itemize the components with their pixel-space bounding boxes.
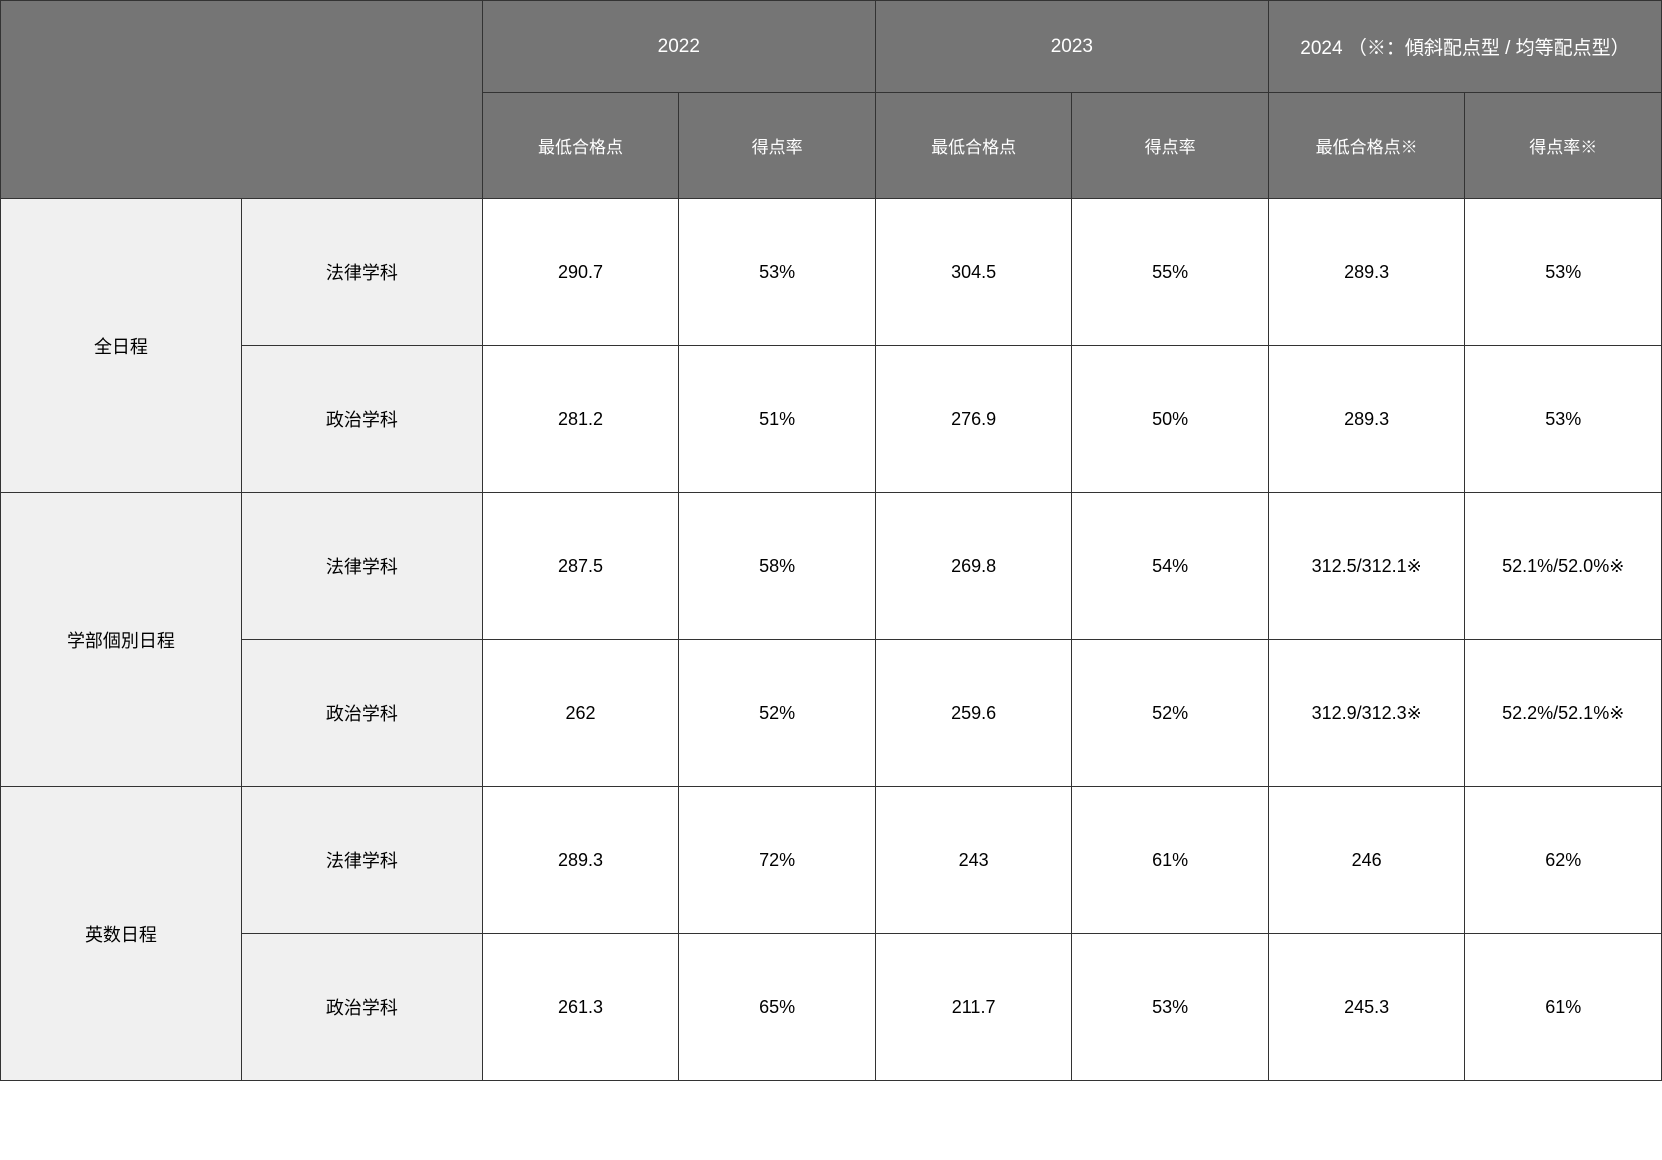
data-cell: 246 xyxy=(1268,787,1465,934)
header-row-years: 2022 2023 2024 （※：傾斜配点型 / 均等配点型） xyxy=(1,1,1662,93)
year-header-2024: 2024 （※：傾斜配点型 / 均等配点型） xyxy=(1268,1,1661,93)
data-cell: 261.3 xyxy=(482,934,679,1081)
data-cell: 52% xyxy=(679,640,876,787)
data-cell: 58% xyxy=(679,493,876,640)
data-cell: 245.3 xyxy=(1268,934,1465,1081)
admission-scores-table: 2022 2023 2024 （※：傾斜配点型 / 均等配点型） 最低合格点 得… xyxy=(0,0,1662,1081)
table-row: 英数日程 法律学科 289.3 72% 243 61% 246 62% xyxy=(1,787,1662,934)
data-cell: 290.7 xyxy=(482,199,679,346)
data-cell: 312.5/312.1※ xyxy=(1268,493,1465,640)
table-row: 政治学科 281.2 51% 276.9 50% 289.3 53% xyxy=(1,346,1662,493)
data-cell: 72% xyxy=(679,787,876,934)
data-cell: 51% xyxy=(679,346,876,493)
table-row: 政治学科 261.3 65% 211.7 53% 245.3 61% xyxy=(1,934,1662,1081)
data-cell: 276.9 xyxy=(875,346,1072,493)
dept-label: 法律学科 xyxy=(241,787,482,934)
data-cell: 52% xyxy=(1072,640,1269,787)
year-2024-label: 2024 xyxy=(1300,38,1342,59)
data-cell: 269.8 xyxy=(875,493,1072,640)
subheader-2022-rate: 得点率 xyxy=(679,93,876,199)
table-row: 政治学科 262 52% 259.6 52% 312.9/312.3※ 52.2… xyxy=(1,640,1662,787)
subheader-2024-minscore: 最低合格点※ xyxy=(1268,93,1465,199)
data-cell: 262 xyxy=(482,640,679,787)
data-cell: 52.2%/52.1%※ xyxy=(1465,640,1662,787)
group-header-gakubukobetsu: 学部個別日程 xyxy=(1,493,242,787)
subheader-2023-rate: 得点率 xyxy=(1072,93,1269,199)
data-cell: 281.2 xyxy=(482,346,679,493)
data-cell: 53% xyxy=(679,199,876,346)
year-header-2022: 2022 xyxy=(482,1,875,93)
dept-label: 法律学科 xyxy=(241,493,482,640)
data-cell: 50% xyxy=(1072,346,1269,493)
table-row: 学部個別日程 法律学科 287.5 58% 269.8 54% 312.5/31… xyxy=(1,493,1662,640)
data-cell: 312.9/312.3※ xyxy=(1268,640,1465,787)
dept-label: 政治学科 xyxy=(241,640,482,787)
corner-cell xyxy=(1,1,483,199)
data-cell: 304.5 xyxy=(875,199,1072,346)
data-cell: 61% xyxy=(1072,787,1269,934)
data-cell: 54% xyxy=(1072,493,1269,640)
data-cell: 289.3 xyxy=(482,787,679,934)
data-cell: 211.7 xyxy=(875,934,1072,1081)
data-cell: 53% xyxy=(1465,346,1662,493)
data-cell: 289.3 xyxy=(1268,199,1465,346)
subheader-2023-minscore: 最低合格点 xyxy=(875,93,1072,199)
year-2024-note: （※：傾斜配点型 / 均等配点型） xyxy=(1348,38,1630,59)
dept-label: 政治学科 xyxy=(241,346,482,493)
table-row: 全日程 法律学科 290.7 53% 304.5 55% 289.3 53% xyxy=(1,199,1662,346)
subheader-2022-minscore: 最低合格点 xyxy=(482,93,679,199)
data-cell: 289.3 xyxy=(1268,346,1465,493)
data-cell: 61% xyxy=(1465,934,1662,1081)
year-header-2023: 2023 xyxy=(875,1,1268,93)
group-header-zennittei: 全日程 xyxy=(1,199,242,493)
data-cell: 287.5 xyxy=(482,493,679,640)
data-cell: 55% xyxy=(1072,199,1269,346)
dept-label: 政治学科 xyxy=(241,934,482,1081)
dept-label: 法律学科 xyxy=(241,199,482,346)
data-cell: 53% xyxy=(1072,934,1269,1081)
data-cell: 62% xyxy=(1465,787,1662,934)
data-cell: 243 xyxy=(875,787,1072,934)
data-cell: 65% xyxy=(679,934,876,1081)
data-cell: 259.6 xyxy=(875,640,1072,787)
data-cell: 53% xyxy=(1465,199,1662,346)
data-cell: 52.1%/52.0%※ xyxy=(1465,493,1662,640)
subheader-2024-rate: 得点率※ xyxy=(1465,93,1662,199)
group-header-eisuu: 英数日程 xyxy=(1,787,242,1081)
